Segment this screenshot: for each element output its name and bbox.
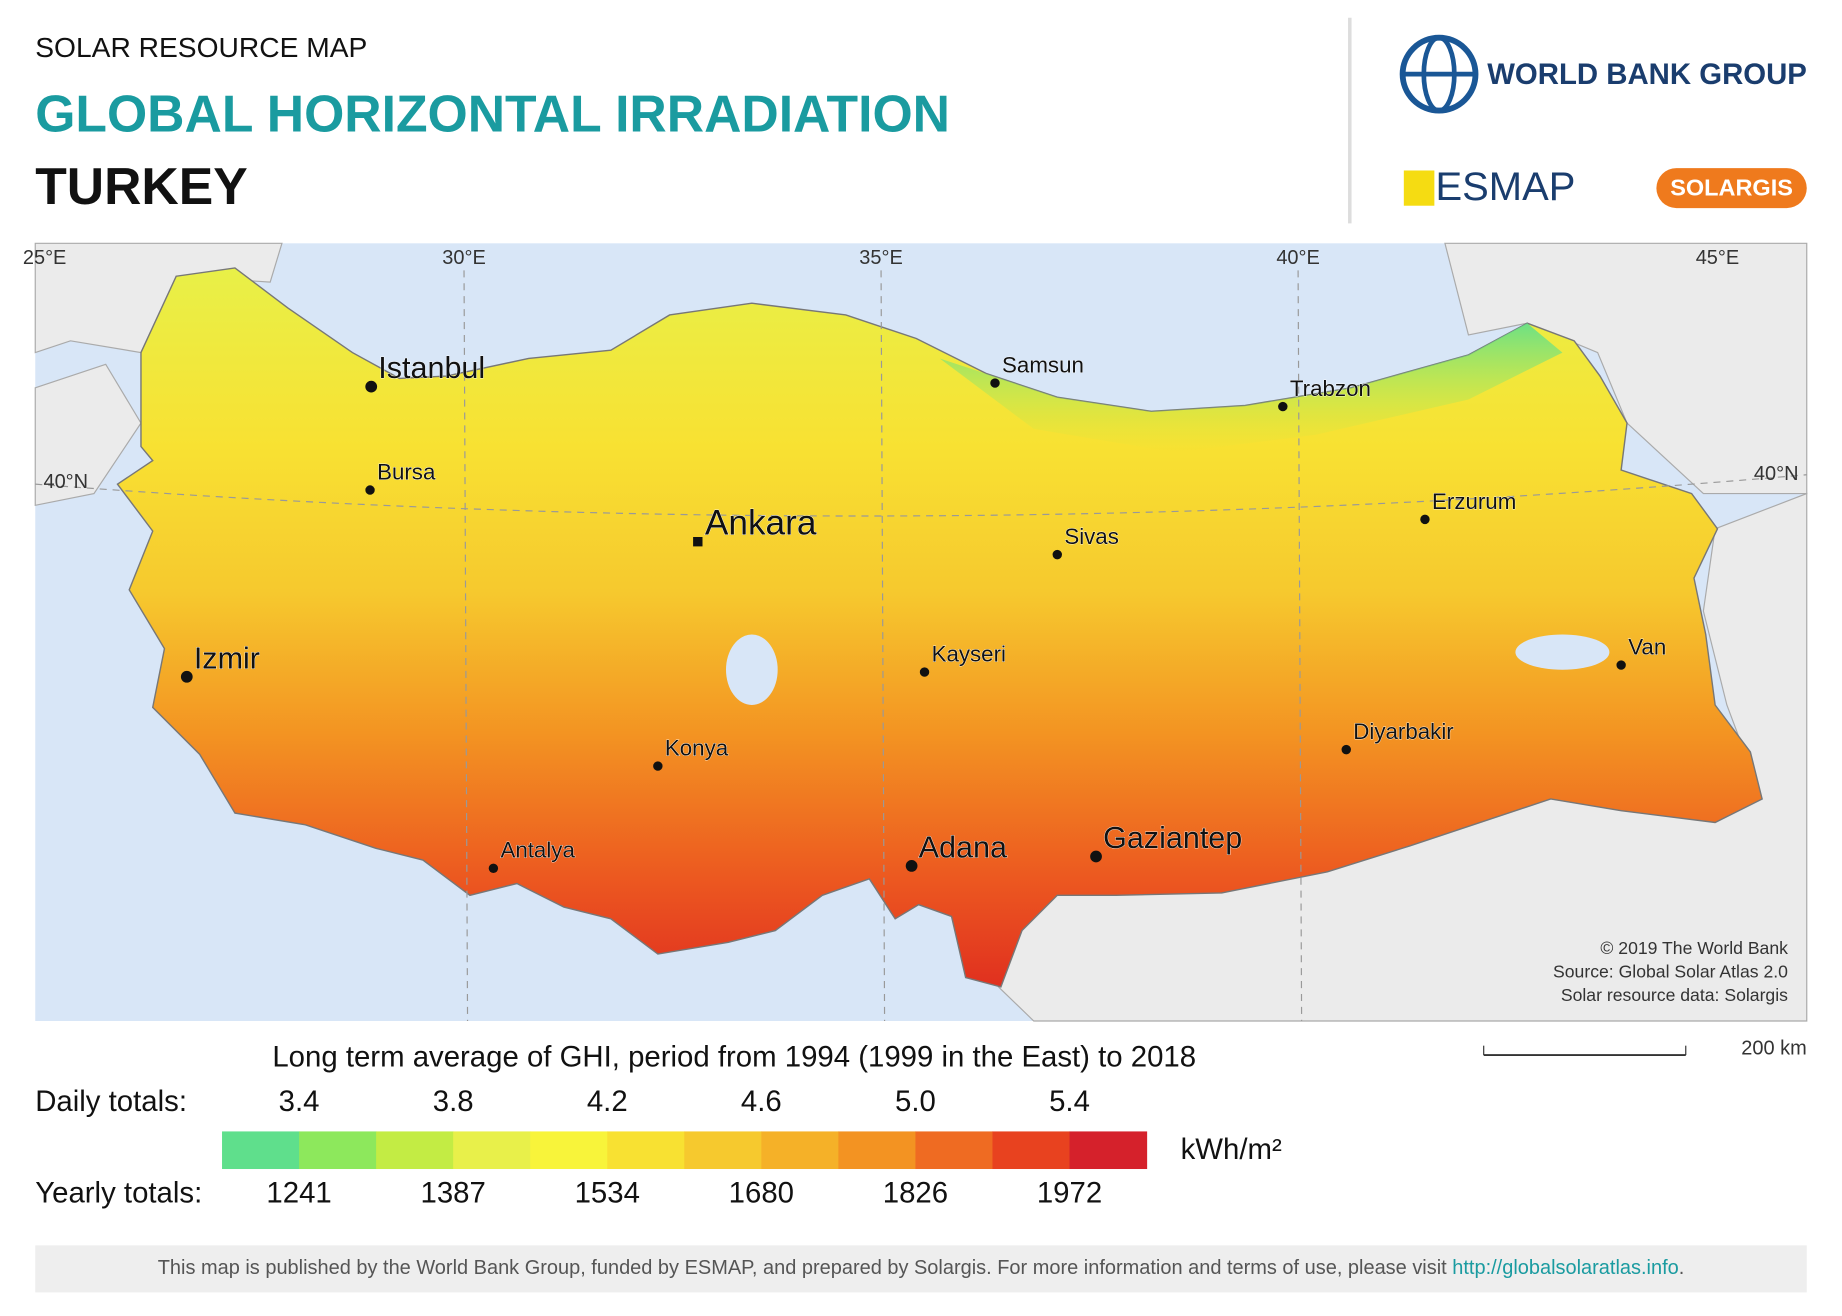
lake — [725, 634, 778, 705]
credit: Solar resource data: Solargis — [1561, 985, 1788, 1005]
capital-marker — [693, 537, 703, 547]
world-bank-logo — [1399, 34, 1479, 114]
legend-swatch — [530, 1131, 608, 1170]
legend-swatch — [453, 1131, 531, 1170]
city-marker — [653, 761, 663, 771]
country: TURKEY — [35, 157, 247, 215]
city-marker — [1052, 549, 1062, 560]
esmap-name: ESMAP — [1436, 165, 1576, 209]
esmap-mark — [1403, 170, 1435, 206]
longitude-label: 45°E — [1696, 247, 1740, 269]
city-marker — [365, 485, 375, 495]
meridian — [880, 270, 886, 1021]
kicker: SOLAR RESOURCE MAP — [35, 31, 367, 63]
legend-title: Long term average of GHI, period from 19… — [272, 1040, 1196, 1073]
city-label: Sivas — [1064, 524, 1119, 549]
lake-van — [1515, 634, 1610, 670]
parallel — [35, 474, 1807, 517]
legend-swatch — [222, 1131, 300, 1170]
yearly-label: Yearly totals: — [35, 1177, 202, 1210]
yearly-value: 1387 — [420, 1177, 485, 1210]
world-bank-name: WORLD BANK GROUP — [1487, 58, 1807, 91]
city-label: Istanbul — [378, 351, 485, 385]
footer-end: . — [1679, 1257, 1685, 1279]
footer-text: This map is published by the World Bank … — [158, 1257, 1685, 1279]
longitude-label: 25°E — [23, 247, 67, 269]
city-label: Izmir — [194, 641, 260, 675]
solargis-badge — [1656, 168, 1807, 209]
city-marker — [180, 670, 193, 683]
title: GLOBAL HORIZONTAL IRRADIATION — [35, 84, 950, 142]
city-label: Samsun — [1002, 353, 1084, 378]
city-marker — [919, 667, 930, 677]
footer-link[interactable]: http://globalsolaratlas.info — [1452, 1257, 1678, 1279]
daily-value: 4.2 — [587, 1085, 628, 1118]
city-label: Erzurum — [1432, 489, 1516, 514]
legend-swatch — [684, 1131, 762, 1170]
coastal-low-irradiation — [939, 323, 1563, 453]
unit: kWh/m² — [1181, 1133, 1282, 1166]
longitude-label: 35°E — [859, 247, 903, 269]
daily-value: 5.0 — [895, 1085, 936, 1118]
longitude-label: 40°E — [1276, 247, 1320, 269]
meridian — [1297, 270, 1303, 1021]
legend-swatch — [838, 1131, 917, 1170]
city-label: Diyarbakir — [1353, 719, 1454, 744]
daily-label: Daily totals: — [35, 1085, 187, 1118]
city-marker — [990, 378, 1000, 388]
meridian — [463, 270, 469, 1021]
city-label: Antalya — [500, 838, 575, 863]
legend-swatch — [1069, 1131, 1148, 1170]
latitude-label: 40°N — [1754, 463, 1799, 485]
yearly-value: 1534 — [575, 1177, 640, 1210]
city-label: Kayseri — [932, 642, 1006, 667]
daily-value: 3.8 — [433, 1085, 474, 1118]
scale-label: 200 km — [1741, 1037, 1806, 1059]
city-marker — [1278, 401, 1288, 412]
turkey-irradiation — [116, 267, 1763, 988]
yearly-value: 1826 — [883, 1177, 948, 1210]
footer-body: This map is published by the World Bank … — [158, 1257, 1453, 1279]
legend-swatch — [376, 1131, 454, 1170]
city-marker — [1341, 744, 1351, 755]
city-label: Trabzon — [1290, 376, 1371, 401]
city-marker — [1420, 514, 1430, 525]
city-marker — [905, 860, 918, 872]
yearly-value: 1241 — [266, 1177, 331, 1210]
yearly-value: 1972 — [1037, 1177, 1102, 1210]
yearly-value: 1680 — [729, 1177, 794, 1210]
city-label: Van — [1628, 634, 1666, 659]
solargis-name: SOLARGIS — [1670, 174, 1793, 200]
city-marker — [1616, 660, 1626, 670]
city-marker — [1090, 850, 1102, 863]
credit: Source: Global Solar Atlas 2.0 — [1553, 961, 1788, 981]
legend-swatch — [761, 1131, 839, 1170]
daily-value: 3.4 — [279, 1085, 320, 1118]
city-label: Gaziantep — [1103, 821, 1242, 855]
legend-swatch — [607, 1131, 685, 1170]
daily-value: 4.6 — [741, 1085, 782, 1118]
city-label: Bursa — [377, 459, 436, 484]
credit: © 2019 The World Bank — [1600, 938, 1788, 958]
longitude-label: 30°E — [442, 247, 486, 269]
city-label: Adana — [919, 831, 1007, 865]
footer-bar — [35, 1245, 1807, 1293]
legend-swatch — [299, 1131, 377, 1170]
legend-swatch — [915, 1131, 994, 1170]
legend-swatch — [992, 1131, 1071, 1170]
daily-value: 5.4 — [1049, 1085, 1090, 1118]
city-marker — [488, 863, 499, 873]
city-marker — [365, 380, 378, 393]
city-label: Konya — [665, 736, 729, 761]
latitude-label: 40°N — [43, 471, 88, 493]
city-label: Ankara — [705, 504, 817, 543]
